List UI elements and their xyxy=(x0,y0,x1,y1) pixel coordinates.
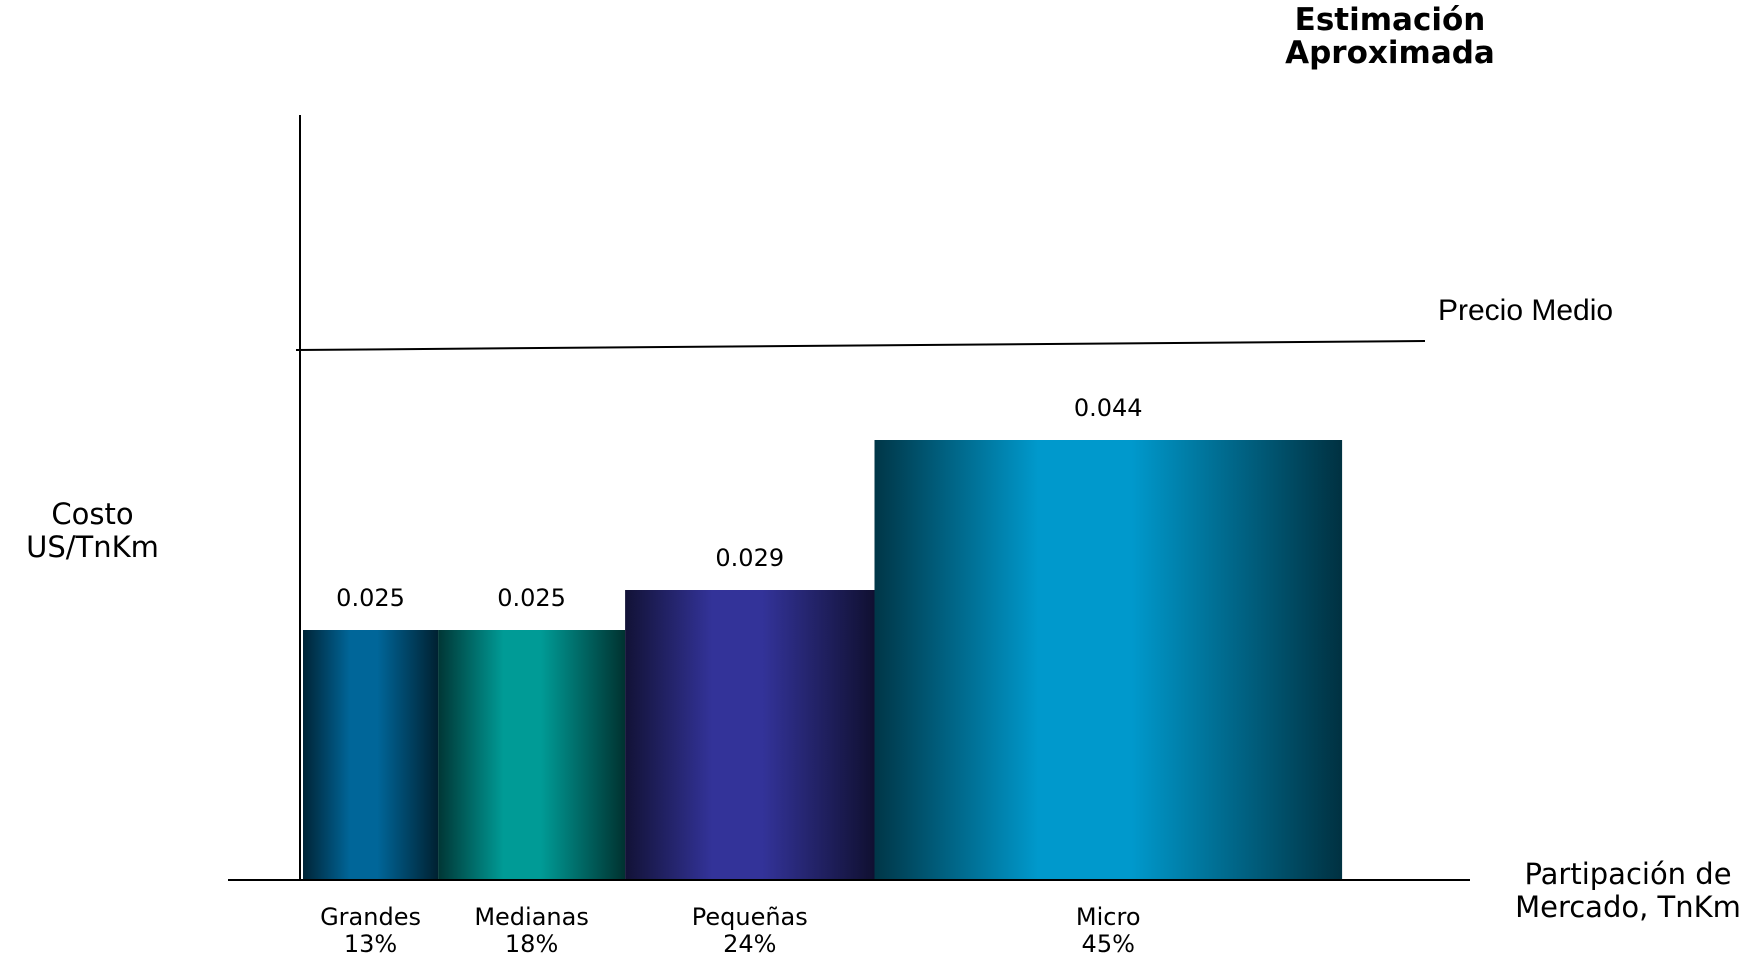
bar-value-label: 0.025 xyxy=(497,584,566,612)
bar-value-label: 0.025 xyxy=(336,584,405,612)
bar-medianas xyxy=(438,630,626,880)
chart-title-line: Aproximada xyxy=(1285,35,1495,71)
x-axis-label-line: Mercado, TnKm xyxy=(1515,890,1741,924)
chart-title-line: Estimación xyxy=(1294,2,1486,38)
bar-value-label: 0.029 xyxy=(715,544,785,572)
bar-micro xyxy=(874,440,1343,880)
y-axis-label-line: Costo xyxy=(51,497,134,531)
reference-line-label: Precio Medio xyxy=(1438,294,1614,327)
category-share: 13% xyxy=(343,930,398,958)
chart-title: Estimación Aproximada xyxy=(1200,4,1580,70)
category-name: Medianas xyxy=(474,903,589,931)
category-name: Grandes xyxy=(320,903,421,931)
category-label: Grandes 13% xyxy=(271,904,471,958)
category-name: Pequeñas xyxy=(691,903,808,931)
category-label: Medianas 18% xyxy=(432,904,632,958)
category-label: Micro 45% xyxy=(1008,904,1208,958)
category-share: 24% xyxy=(723,930,777,958)
category-share: 45% xyxy=(1081,930,1135,958)
x-axis-label-line: Partipación de xyxy=(1524,857,1732,891)
bar-value-label: 0.044 xyxy=(1073,394,1143,422)
category-name: Micro xyxy=(1075,903,1141,931)
bar-pequeñas xyxy=(625,590,875,880)
category-share: 18% xyxy=(504,930,559,958)
y-axis-label-line: US/TnKm xyxy=(26,530,159,564)
category-label: Pequeñas 24% xyxy=(650,904,850,958)
x-axis-label: Partipación de Mercado, TnKm xyxy=(1478,858,1754,924)
y-axis-label: Costo US/TnKm xyxy=(0,498,185,564)
bar-grandes xyxy=(303,630,439,880)
reference-line xyxy=(295,340,1426,351)
